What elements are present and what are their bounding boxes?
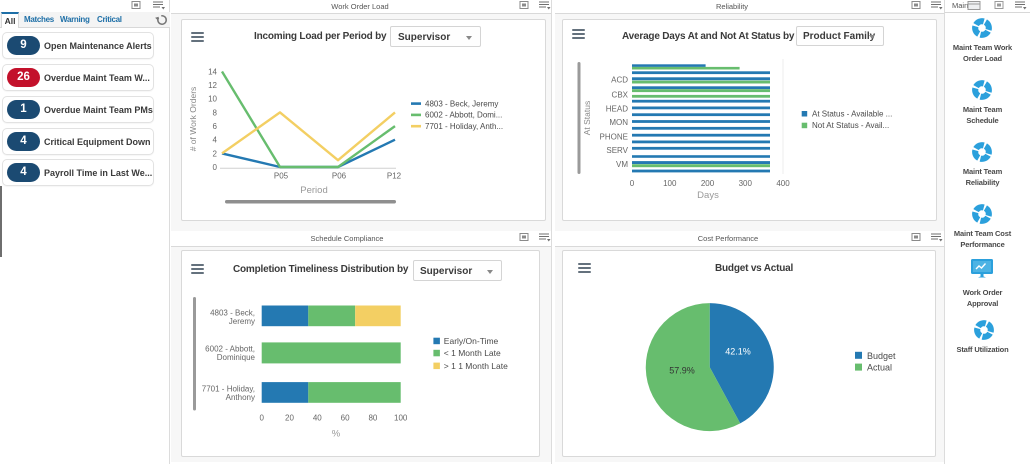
svg-text:Anthony: Anthony [226,393,255,402]
svg-text:Budget: Budget [867,351,896,361]
svg-text:0: 0 [259,414,264,423]
svg-text:12: 12 [208,81,217,90]
svg-text:Dominique: Dominique [217,353,256,362]
svg-text:At Status: At Status [582,101,592,136]
svg-text:14: 14 [208,68,217,77]
svg-text:At Status - Available ...: At Status - Available ... [812,110,892,119]
svg-text:57.9%: 57.9% [669,366,695,376]
svg-text:42.1%: 42.1% [725,347,751,357]
svg-text:6002 - Abbott, Domi...: 6002 - Abbott, Domi... [425,111,502,120]
svg-text:0: 0 [213,163,218,172]
svg-text:Jeremy: Jeremy [229,317,255,326]
svg-text:100: 100 [663,179,677,188]
svg-text:60: 60 [341,414,350,423]
svg-text:P12: P12 [387,172,402,181]
svg-text:300: 300 [739,179,753,188]
svg-text:Early/On-Time: Early/On-Time [444,336,499,346]
svg-text:Period: Period [300,185,327,196]
svg-text:PHONE: PHONE [600,132,628,141]
svg-text:%: % [332,429,341,440]
svg-text:SERV: SERV [606,146,628,155]
svg-text:0: 0 [630,179,635,188]
svg-text:HEAD: HEAD [606,105,628,114]
svg-text:80: 80 [368,414,377,423]
svg-text:100: 100 [394,414,408,423]
svg-text:8: 8 [213,108,218,117]
svg-text:P06: P06 [332,172,347,181]
svg-text:Not At Status - Avail...: Not At Status - Avail... [812,121,889,130]
svg-text:MON: MON [609,118,628,127]
svg-text:4803 - Beck, Jeremy: 4803 - Beck, Jeremy [425,99,498,108]
svg-text:7701 - Holiday,: 7701 - Holiday, [202,384,255,393]
svg-text:Actual: Actual [867,363,892,373]
svg-text:VM: VM [616,160,628,169]
svg-text:6002 - Abbott,: 6002 - Abbott, [205,345,255,354]
svg-text:7701 - Holiday, Anth...: 7701 - Holiday, Anth... [425,122,503,131]
svg-text:400: 400 [776,179,790,188]
svg-text:4803 - Beck,: 4803 - Beck, [210,308,255,317]
svg-text:40: 40 [313,414,322,423]
svg-text:P05: P05 [274,172,289,181]
svg-text:10: 10 [208,95,217,104]
svg-text:200: 200 [701,179,715,188]
svg-text:Days: Days [697,190,719,201]
svg-text:ACD: ACD [611,75,628,84]
svg-text:< 1 Month Late: < 1 Month Late [444,348,501,358]
svg-text:> 1 1 Month Late: > 1 1 Month Late [444,361,508,371]
svg-text:2: 2 [213,149,218,158]
svg-text:# of Work Orders: # of Work Orders [188,87,198,152]
svg-text:4: 4 [213,136,218,145]
svg-text:CBX: CBX [612,90,629,99]
svg-text:6: 6 [213,122,218,131]
svg-text:20: 20 [285,414,294,423]
